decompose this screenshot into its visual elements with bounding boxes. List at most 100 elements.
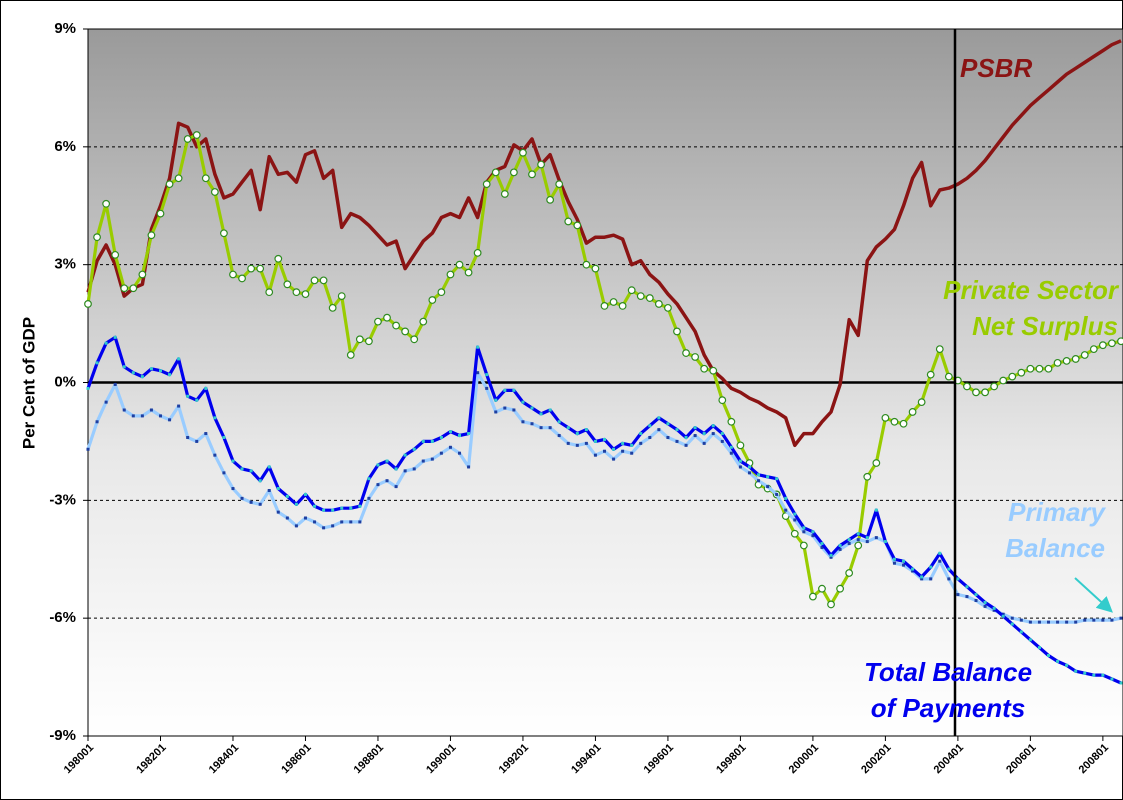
point: [204, 432, 208, 436]
point: [757, 473, 761, 477]
point: [1008, 372, 1017, 381]
point: [464, 268, 473, 277]
point: [630, 443, 634, 447]
point: [240, 467, 244, 471]
point: [401, 327, 410, 336]
point: [95, 361, 99, 365]
point: [247, 264, 256, 273]
point: [648, 424, 652, 428]
point: [890, 417, 899, 426]
point: [784, 496, 788, 500]
point: [799, 541, 808, 550]
point: [872, 459, 881, 467]
point: [183, 135, 192, 143]
point: [863, 472, 872, 481]
point: [881, 413, 890, 422]
point: [555, 180, 564, 189]
point: [775, 477, 779, 481]
point: [1101, 673, 1105, 677]
point: [992, 606, 996, 610]
point: [231, 487, 235, 491]
point: [766, 475, 770, 479]
point: [265, 288, 274, 297]
point: [376, 463, 380, 467]
point: [220, 229, 228, 238]
point: [537, 160, 545, 169]
annotation-arrow: [1074, 577, 1113, 613]
point: [337, 292, 346, 300]
point: [793, 512, 797, 516]
point: [639, 441, 643, 445]
point: [1019, 618, 1023, 622]
point: [784, 508, 788, 512]
point: [1117, 337, 1123, 346]
y-tick-label: -6%: [49, 609, 76, 626]
point: [376, 483, 380, 487]
point: [693, 434, 697, 438]
point: [439, 451, 443, 455]
point: [195, 398, 199, 402]
point: [1001, 614, 1005, 618]
y-tick-label: 3%: [54, 256, 76, 273]
point: [122, 365, 126, 369]
point: [829, 555, 833, 559]
point: [458, 451, 462, 455]
point: [283, 280, 292, 289]
point: [419, 317, 428, 326]
point: [503, 388, 507, 392]
point: [539, 426, 543, 430]
point: [847, 538, 851, 542]
point: [93, 233, 101, 242]
point: [666, 422, 670, 426]
point: [138, 270, 147, 279]
point: [113, 382, 117, 386]
point: [675, 439, 679, 443]
point: [313, 520, 317, 524]
point: [158, 414, 162, 418]
point: [113, 335, 117, 339]
point: [168, 418, 172, 422]
point: [639, 432, 643, 436]
point: [210, 188, 219, 196]
point: [301, 290, 310, 299]
point: [636, 292, 645, 300]
point: [657, 416, 661, 420]
point: [1037, 620, 1041, 624]
point: [446, 270, 455, 279]
point: [609, 298, 618, 306]
series-label: PSBR: [960, 53, 1033, 83]
point: [519, 148, 527, 157]
point: [702, 432, 706, 436]
point: [95, 420, 99, 424]
point: [1110, 677, 1114, 681]
point: [365, 337, 373, 346]
point: [836, 584, 844, 593]
point: [156, 209, 165, 218]
point: [983, 600, 987, 604]
point: [512, 388, 516, 392]
point: [168, 373, 172, 377]
point: [956, 577, 960, 581]
point: [675, 428, 679, 432]
point: [811, 534, 815, 538]
point: [1047, 653, 1051, 657]
point: [854, 541, 863, 550]
point: [186, 394, 190, 398]
point: [673, 327, 681, 336]
point: [1080, 351, 1089, 359]
point: [204, 386, 208, 390]
point: [467, 465, 471, 469]
point: [294, 524, 298, 528]
point: [711, 432, 715, 436]
point: [430, 439, 434, 443]
point: [747, 465, 751, 469]
point: [111, 250, 120, 259]
point: [972, 388, 980, 397]
point: [84, 300, 92, 308]
point: [566, 441, 570, 445]
point: [1119, 681, 1123, 685]
point: [818, 584, 826, 593]
point: [129, 284, 138, 293]
point: [926, 370, 935, 379]
point: [238, 274, 246, 283]
